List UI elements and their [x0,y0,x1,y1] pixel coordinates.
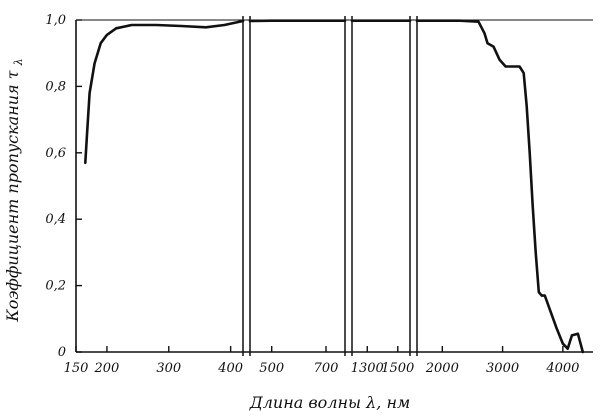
x-tick-label: 1500 [381,361,414,376]
y-tick-label: 1,0 [45,13,66,28]
x-tick-label: 2000 [425,361,459,376]
transmission-series [84,19,585,354]
x-tick-label: 700 [314,361,339,376]
y-tick-label: 0,2 [45,279,66,294]
x-tick-label: 150 [64,361,89,376]
y-tick-label: 0 [58,345,66,360]
y-axis-title-main: Коэффициент пропускания τ [3,69,22,322]
plot-area: 0 0,2 0,4 0,6 0,8 1,0 150 200 300 400 500 700 13001… [45,13,593,376]
series-line-segment [415,19,585,354]
x-tick-label: 1300 [351,361,384,376]
y-tick-label: 0,6 [45,146,66,161]
x-tick-label: 400 [217,361,243,376]
axis-break-marks [242,16,418,356]
x-tick-label: 3000 [486,361,519,376]
y-tick-label: 0,4 [45,212,66,227]
x-tick-label: 200 [94,361,120,376]
y-tick-label: 0,8 [45,79,66,94]
y-axis-title: Коэффициент пропускания τ λ [3,58,25,322]
y-axis-title-subscript: λ [12,58,25,66]
x-tick-label: 500 [259,361,284,376]
x-tick-label: 300 [156,361,181,376]
y-ticks: 0 0,2 0,4 0,6 0,8 1,0 [45,13,82,360]
series-line-segment [84,19,245,165]
x-axis-title: Длина волны λ, нм [249,393,411,412]
x-tick-label: 4000 [545,361,579,376]
